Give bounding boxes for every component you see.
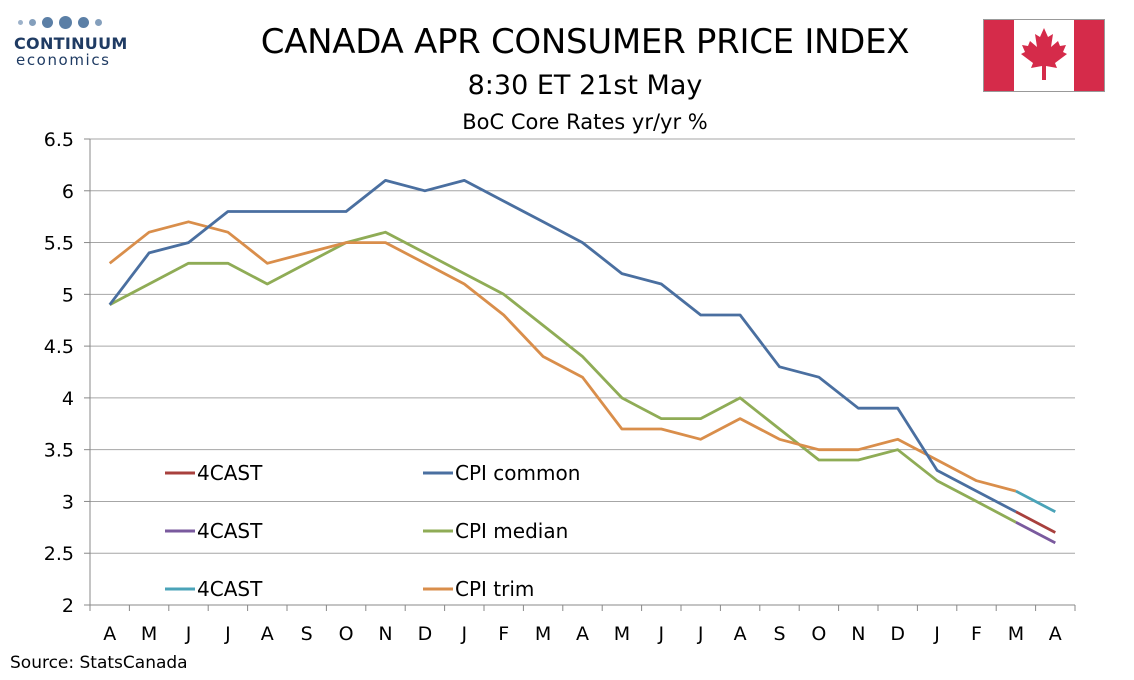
y-tick-label: 2.5 — [44, 543, 74, 565]
x-tick-label: A — [576, 623, 589, 645]
source-note: Source: StatsCanada — [10, 653, 188, 673]
y-tick-label: 3.5 — [44, 440, 74, 462]
series-lines — [108, 179, 1056, 545]
legend-label: 4CAST — [197, 577, 263, 601]
legend-label: CPI trim — [455, 577, 534, 601]
continuum-logo: CONTINUUM economics — [14, 14, 134, 74]
series-line-cpi-common-0 — [108, 179, 1017, 514]
chart-title: CANADA APR CONSUMER PRICE INDEX — [260, 22, 910, 62]
series-line-cpi-median-1 — [109, 230, 1017, 524]
legend: 4CAST CPI common 4CAST CPI median 4CAST CPI t… — [165, 461, 580, 601]
legend-label: CPI median — [455, 519, 568, 543]
series-line-4cast-4 — [1015, 520, 1056, 545]
y-tick-label: 4.5 — [44, 336, 74, 358]
x-tick-label: M — [1008, 623, 1024, 645]
x-tick-label: F — [971, 623, 982, 645]
logo-dots — [18, 14, 134, 30]
legend-label: CPI common — [455, 461, 580, 485]
x-tick-label: S — [301, 623, 313, 645]
y-tick-label: 5 — [62, 284, 74, 306]
chart-subtitle: 8:30 ET 21st May — [467, 70, 703, 101]
x-tick-label: M — [141, 623, 157, 645]
legend-label: 4CAST — [197, 461, 263, 485]
x-tick-label: J — [697, 623, 704, 645]
x-tick-label: O — [339, 623, 354, 645]
series-line-cpi-trim-2 — [108, 220, 1017, 493]
x-tick-label: N — [378, 623, 392, 645]
canada-flag-icon — [983, 19, 1105, 92]
series-line-4cast-5 — [1015, 510, 1056, 534]
x-tick-label: J — [460, 623, 467, 645]
y-tick-label: 6.5 — [44, 129, 74, 151]
x-tick-label: A — [103, 623, 116, 645]
x-tick-label: J — [933, 623, 940, 645]
logo-name: CONTINUUM — [14, 34, 128, 53]
x-tick-label: F — [498, 623, 509, 645]
y-tick-label: 6 — [62, 181, 74, 203]
x-tick-label: J — [224, 623, 231, 645]
x-tick-label: A — [1049, 623, 1062, 645]
gridlines — [90, 138, 1075, 554]
x-tick-label: S — [773, 623, 785, 645]
y-tick-label: 3 — [62, 491, 74, 513]
y-tick-label: 4 — [62, 388, 74, 410]
axes — [84, 138, 1076, 611]
y-axis-ticks: 6.5 6 5.5 5 4.5 4 3.5 3 2.5 2 — [44, 129, 74, 617]
y-tick-label: 5.5 — [44, 233, 74, 255]
x-tick-label: J — [185, 623, 192, 645]
chart-subtitle-rates: BoC Core Rates yr/yr % — [462, 110, 708, 134]
x-tick-label: N — [851, 623, 865, 645]
y-tick-label: 2 — [62, 595, 74, 617]
x-tick-label: A — [261, 623, 274, 645]
series-line-4cast-3 — [1015, 489, 1056, 514]
x-tick-label: O — [811, 623, 826, 645]
x-tick-label: D — [890, 623, 905, 645]
x-tick-label: A — [734, 623, 747, 645]
x-tick-label: M — [614, 623, 630, 645]
x-tick-label: J — [657, 623, 664, 645]
logo-subtitle: economics — [16, 51, 111, 69]
x-tick-label: D — [418, 623, 433, 645]
x-tick-label: M — [535, 623, 551, 645]
legend-label: 4CAST — [197, 519, 263, 543]
